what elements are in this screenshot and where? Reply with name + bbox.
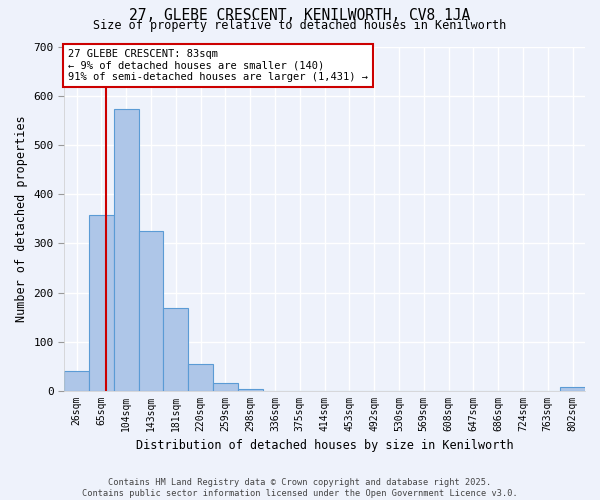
Bar	[213, 383, 238, 391]
Bar	[64, 372, 89, 391]
X-axis label: Distribution of detached houses by size in Kenilworth: Distribution of detached houses by size …	[136, 440, 514, 452]
Bar	[238, 388, 263, 391]
Bar	[560, 387, 585, 391]
Text: 27, GLEBE CRESCENT, KENILWORTH, CV8 1JA: 27, GLEBE CRESCENT, KENILWORTH, CV8 1JA	[130, 8, 470, 22]
Text: 27 GLEBE CRESCENT: 83sqm
← 9% of detached houses are smaller (140)
91% of semi-d: 27 GLEBE CRESCENT: 83sqm ← 9% of detache…	[68, 49, 368, 82]
Text: Size of property relative to detached houses in Kenilworth: Size of property relative to detached ho…	[94, 19, 506, 32]
Text: Contains HM Land Registry data © Crown copyright and database right 2025.
Contai: Contains HM Land Registry data © Crown c…	[82, 478, 518, 498]
Bar	[89, 216, 114, 391]
Bar	[139, 231, 163, 391]
Y-axis label: Number of detached properties: Number of detached properties	[15, 116, 28, 322]
Bar	[114, 109, 139, 391]
Bar	[188, 364, 213, 391]
Bar	[163, 308, 188, 391]
